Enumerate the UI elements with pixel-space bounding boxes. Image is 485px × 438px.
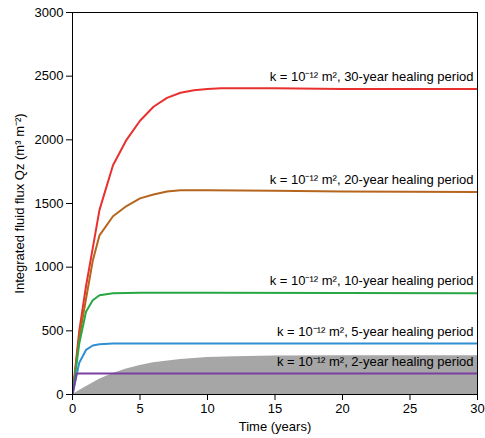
svg-text:30: 30 [470,401,484,416]
svg-text:k = 10⁻¹² m², 10-year healing: k = 10⁻¹² m², 10-year healing period [270,273,474,288]
svg-text:5: 5 [136,401,143,416]
svg-text:k = 10⁻¹² m², 20-year healing: k = 10⁻¹² m², 20-year healing period [270,172,474,187]
svg-text:500: 500 [42,323,64,338]
svg-text:Time (years): Time (years) [239,419,311,434]
svg-text:10: 10 [200,401,214,416]
svg-text:k = 10⁻¹² m², 30-year healing: k = 10⁻¹² m², 30-year healing period [270,69,474,84]
svg-text:15: 15 [268,401,282,416]
svg-text:3000: 3000 [35,5,64,20]
svg-text:25: 25 [403,401,417,416]
svg-text:k = 10⁻¹² m², 5-year healing p: k = 10⁻¹² m², 5-year healing period [277,324,474,339]
svg-text:0: 0 [56,387,63,402]
svg-text:1500: 1500 [35,196,64,211]
svg-text:2000: 2000 [35,132,64,147]
svg-text:Integrated fluid flux Qz (m³ m: Integrated fluid flux Qz (m³ m⁻²) [12,113,27,293]
svg-text:20: 20 [335,401,349,416]
svg-text:1000: 1000 [35,259,64,274]
svg-text:k = 10⁻¹² m², 2-year healing p: k = 10⁻¹² m², 2-year healing period [277,354,474,369]
svg-text:2500: 2500 [35,68,64,83]
svg-text:0: 0 [69,401,76,416]
